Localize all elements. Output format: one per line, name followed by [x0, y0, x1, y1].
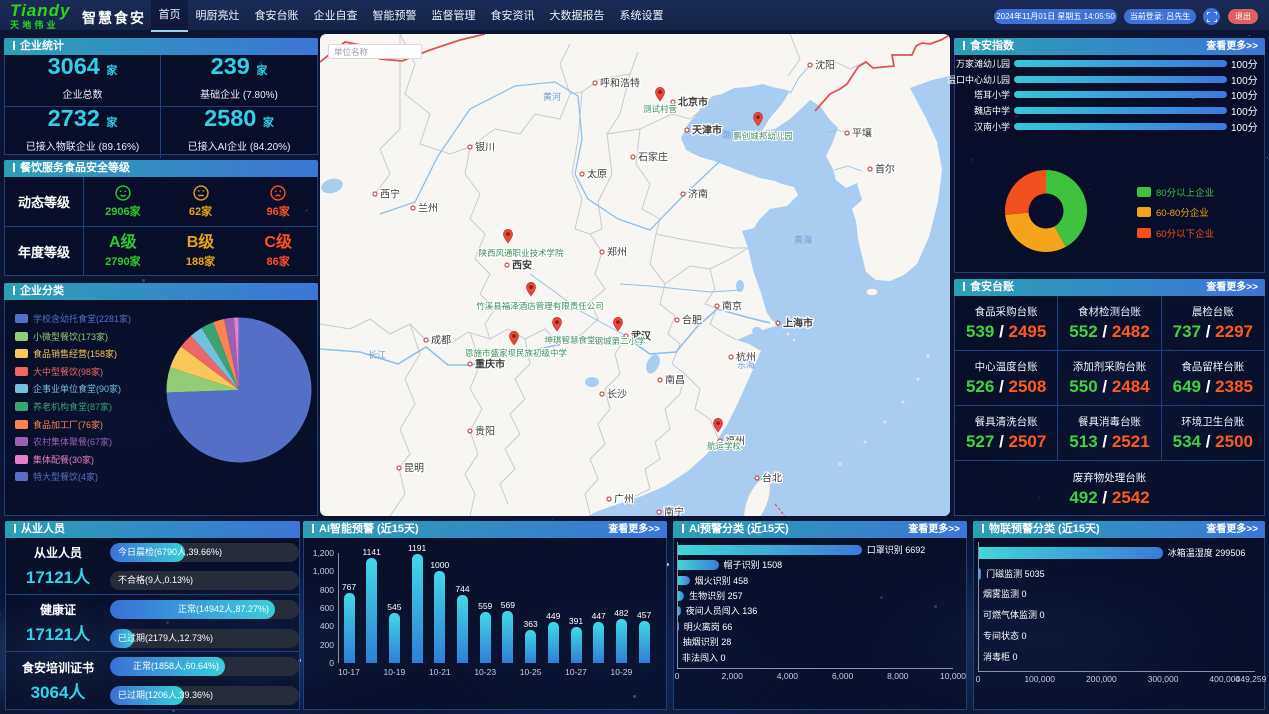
- svg-text:陕西风通职业技术学院: 陕西风通职业技术学院: [478, 248, 564, 258]
- svg-text:太原: 太原: [587, 168, 607, 181]
- svg-text:北京市: 北京市: [678, 96, 708, 109]
- svg-text:南宁: 南宁: [664, 506, 684, 517]
- svg-text:平壤: 平壤: [852, 127, 872, 140]
- svg-text:天津市: 天津市: [692, 124, 722, 137]
- svg-text:长江: 长江: [368, 349, 386, 360]
- svg-text:西安: 西安: [512, 259, 532, 272]
- svg-text:钢城第二小学: 钢城第二小学: [594, 336, 646, 346]
- svg-text:鹏创城邦幼儿园: 鹏创城邦幼儿园: [733, 131, 793, 141]
- svg-text:银川: 银川: [475, 141, 495, 154]
- svg-text:黄海: 黄海: [794, 234, 812, 245]
- svg-text:重庆市: 重庆市: [475, 358, 505, 371]
- svg-text:东海: 东海: [737, 359, 755, 370]
- svg-text:坤琪智慧食堂: 坤琪智慧食堂: [544, 335, 595, 345]
- svg-text:南京: 南京: [722, 300, 742, 313]
- svg-text:成都: 成都: [431, 335, 451, 347]
- svg-text:杭州: 杭州: [736, 351, 756, 364]
- svg-text:福州: 福州: [725, 435, 745, 448]
- svg-text:渤海: 渤海: [722, 129, 740, 140]
- svg-text:呼和浩特: 呼和浩特: [600, 78, 640, 90]
- svg-text:西宁: 西宁: [380, 188, 400, 201]
- svg-text:长沙: 长沙: [607, 389, 627, 401]
- svg-text:南昌: 南昌: [665, 374, 685, 387]
- svg-text:济南: 济南: [688, 188, 708, 201]
- svg-text:合肥: 合肥: [682, 314, 702, 327]
- svg-text:郑州: 郑州: [607, 246, 627, 259]
- svg-text:石家庄: 石家庄: [638, 151, 668, 164]
- svg-text:昆明: 昆明: [404, 463, 424, 475]
- svg-text:兰州: 兰州: [418, 202, 438, 215]
- svg-text:首尔: 首尔: [875, 163, 895, 176]
- svg-text:恩施市盛家坝民族初级中学: 恩施市盛家坝民族初级中学: [465, 348, 568, 358]
- svg-text:测试村营: 测试村营: [643, 104, 677, 114]
- svg-text:沈阳: 沈阳: [815, 59, 835, 72]
- svg-text:台北: 台北: [762, 472, 782, 485]
- svg-text:广州: 广州: [614, 494, 634, 506]
- svg-text:贵阳: 贵阳: [475, 425, 495, 438]
- svg-text:航运学校: 航运学校: [707, 441, 742, 451]
- svg-text:上海市: 上海市: [783, 317, 813, 330]
- svg-text:武汉: 武汉: [631, 330, 652, 343]
- svg-text:黄河: 黄河: [543, 91, 561, 102]
- svg-text:竹溪县福泽酒店管理有限责任公司: 竹溪县福泽酒店管理有限责任公司: [476, 301, 604, 311]
